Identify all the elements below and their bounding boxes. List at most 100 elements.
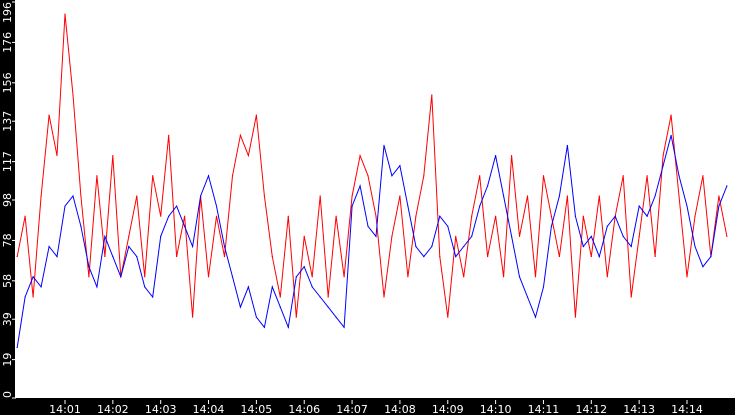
data-point <box>40 195 42 197</box>
data-point <box>407 276 409 278</box>
data-point <box>638 235 640 237</box>
x-tick-label: 14:08 <box>384 403 416 415</box>
data-point <box>686 276 688 278</box>
x-tick-label: 14:12 <box>575 403 607 415</box>
data-point <box>566 195 568 197</box>
data-point <box>678 175 680 177</box>
data-point <box>231 175 234 177</box>
data-point <box>128 245 130 248</box>
data-point <box>479 175 481 177</box>
data-point <box>319 195 321 197</box>
data-point <box>526 195 529 197</box>
series-line-2 <box>16 135 728 348</box>
data-point <box>399 195 401 197</box>
plot-area <box>15 0 735 398</box>
data-point <box>694 245 696 248</box>
data-point <box>646 175 648 177</box>
data-point <box>590 235 592 237</box>
data-point <box>566 144 568 147</box>
data-point <box>510 154 513 157</box>
data-point <box>463 276 465 278</box>
data-point <box>383 144 385 147</box>
data-point <box>207 175 210 177</box>
data-point <box>96 286 98 288</box>
data-point <box>88 276 90 278</box>
y-axis: 0 19 39 58 78 98 117 137 156 176 196 <box>1 1 16 399</box>
data-point <box>574 215 576 217</box>
data-point <box>359 185 361 187</box>
data-point <box>678 195 680 197</box>
data-point <box>502 276 505 278</box>
data-point <box>606 225 608 227</box>
data-point <box>311 286 313 288</box>
data-point <box>191 316 194 318</box>
data-point <box>495 215 497 217</box>
data-point <box>622 235 624 237</box>
data-point <box>343 326 345 328</box>
data-point <box>271 255 273 258</box>
data-point <box>56 154 58 157</box>
data-point <box>223 245 226 248</box>
data-point <box>88 266 90 268</box>
data-point <box>160 235 162 237</box>
data-point <box>534 316 537 318</box>
data-point <box>510 235 513 237</box>
x-tick-label: 14:07 <box>336 403 368 415</box>
data-point <box>726 185 728 187</box>
data-point <box>542 175 545 177</box>
x-tick-label: 14:03 <box>145 403 177 415</box>
data-point <box>455 235 457 237</box>
data-point <box>335 316 337 318</box>
data-point <box>16 346 18 349</box>
y-tick-label: 78 <box>1 233 14 247</box>
data-point <box>630 245 632 248</box>
data-point <box>670 114 672 116</box>
data-point <box>694 215 696 217</box>
data-point <box>718 195 720 197</box>
x-tick-label: 14:11 <box>528 403 560 415</box>
data-point <box>718 205 720 207</box>
data-point <box>654 195 656 197</box>
data-point <box>295 276 297 278</box>
data-point <box>176 255 178 258</box>
data-point <box>558 195 561 197</box>
data-point <box>343 276 345 278</box>
data-point <box>391 235 393 237</box>
data-point <box>359 154 361 157</box>
data-point <box>471 215 473 217</box>
data-point <box>447 225 449 227</box>
data-point <box>279 296 281 298</box>
data-point <box>239 134 242 136</box>
data-point <box>112 154 114 157</box>
data-point <box>686 205 688 207</box>
data-point <box>614 215 616 217</box>
data-point <box>327 296 329 298</box>
data-point <box>112 255 114 258</box>
data-point <box>48 245 50 248</box>
x-tick-label: 14:14 <box>671 403 703 415</box>
data-point <box>375 235 377 237</box>
data-point <box>670 134 672 136</box>
data-point <box>287 215 289 217</box>
data-point <box>479 205 481 207</box>
x-tick-label: 14:10 <box>480 403 512 415</box>
data-point <box>191 245 194 248</box>
data-point <box>152 296 154 298</box>
x-tick-label: 14:13 <box>623 403 655 415</box>
data-point <box>176 205 178 207</box>
y-tick-label: 19 <box>1 353 14 367</box>
data-point <box>40 286 42 288</box>
data-point <box>495 154 497 157</box>
data-point <box>455 255 457 258</box>
data-point <box>487 185 489 187</box>
data-point <box>431 245 433 248</box>
data-point <box>16 255 18 258</box>
data-point <box>582 215 584 217</box>
data-point <box>136 195 138 197</box>
data-point <box>383 296 385 298</box>
data-point <box>319 296 321 298</box>
data-point <box>391 175 393 177</box>
data-point <box>72 94 74 96</box>
